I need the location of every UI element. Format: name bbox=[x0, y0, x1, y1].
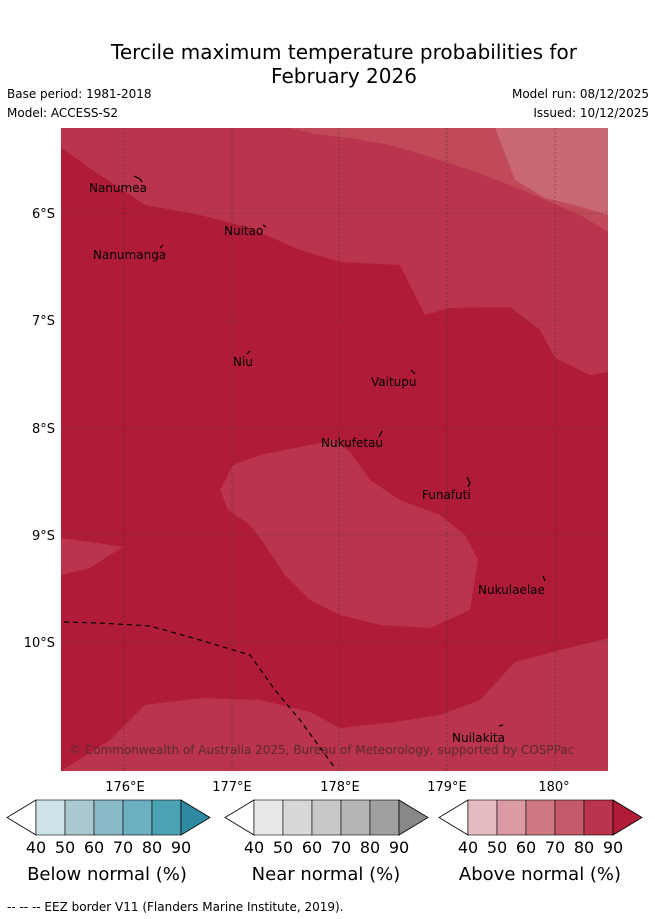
colorbar-near-tick: 40 bbox=[244, 838, 264, 857]
shade-70-80-central bbox=[220, 440, 478, 628]
island-nukufetau bbox=[378, 430, 383, 438]
colorbar-below-segment bbox=[35, 799, 66, 836]
colorbar-below-tick: 40 bbox=[26, 838, 46, 857]
colorbar-below-tick: 90 bbox=[171, 838, 191, 857]
place-niu: Niu bbox=[233, 355, 253, 369]
colorbar-label-above: Above normal (%) bbox=[458, 864, 622, 885]
island-outlines bbox=[133, 175, 546, 727]
colorbar-above-tick: 90 bbox=[603, 838, 623, 857]
colorbar-below-low-extend bbox=[6, 799, 37, 836]
lon-label-179e: 179°E bbox=[427, 780, 467, 795]
colorbar-near-tick: 60 bbox=[302, 838, 322, 857]
map-title-line1: Tercile maximum temperature probabilitie… bbox=[111, 40, 577, 64]
place-vaitupu: Vaitupu bbox=[371, 375, 417, 389]
colorbar-near-tick: 50 bbox=[273, 838, 293, 857]
model-name: Model: ACCESS-S2 bbox=[7, 106, 119, 120]
colorbar-near: 40 50 60 70 80 90 bbox=[224, 799, 429, 857]
longitude-labels: 176°E 177°E 178°E 179°E 180° bbox=[105, 780, 569, 795]
colorbar-near-segment bbox=[340, 799, 371, 836]
colorbar-near-tick: 70 bbox=[331, 838, 351, 857]
colorbar-above-segment bbox=[525, 799, 556, 836]
eez-border bbox=[63, 621, 336, 769]
colorbar-above-low-extend bbox=[438, 799, 469, 836]
map-title: Tercile maximum temperature probabilitie… bbox=[0, 40, 655, 88]
lon-label-178e: 178°E bbox=[320, 780, 360, 795]
colorbar-label-near: Near normal (%) bbox=[251, 864, 401, 885]
lon-label-176e: 176°E bbox=[105, 780, 145, 795]
place-nuitao: Nuitao bbox=[224, 224, 263, 238]
place-nukulaelae: Nukulaelae bbox=[478, 583, 545, 597]
colorbar-below: 40 50 60 70 80 90 bbox=[6, 799, 211, 857]
lat-label-6s: 6°S bbox=[32, 207, 55, 222]
colorbar-below-high-extend bbox=[180, 799, 211, 836]
colorbar-above-segment bbox=[467, 799, 498, 836]
colorbar-above-tick: 80 bbox=[574, 838, 594, 857]
place-nuilakita: Nuilakita bbox=[452, 731, 505, 745]
colorbar-above-tick: 40 bbox=[458, 838, 478, 857]
lat-label-10s: 10°S bbox=[24, 636, 55, 651]
colorbar-below-segment bbox=[122, 799, 153, 836]
latitude-labels: 6°S 7°S 8°S 9°S 10°S bbox=[24, 207, 55, 651]
colorbar-above: 40 50 60 70 80 90 bbox=[438, 799, 643, 857]
island-funafuti bbox=[466, 476, 471, 488]
colorbar-below-segment bbox=[64, 799, 95, 836]
lon-label-177e: 177°E bbox=[212, 780, 252, 795]
place-nanumea: Nanumea bbox=[89, 181, 147, 195]
shade-70-80-south bbox=[61, 638, 608, 771]
place-labels: Nanumea Nuitao Nanumanga Niu Vaitupu Nuk… bbox=[89, 181, 545, 745]
colorbar-below-segment bbox=[151, 799, 182, 836]
colorbar-near-tick: 90 bbox=[389, 838, 409, 857]
base-period: Base period: 1981-2018 bbox=[7, 87, 152, 101]
lat-label-7s: 7°S bbox=[32, 314, 55, 329]
island-niu bbox=[246, 350, 251, 355]
colorbars: 40 50 60 70 80 90 40 50 60 70 80 90 40 50 60 70 80 90 bbox=[6, 799, 643, 857]
colorbar-below-segment bbox=[93, 799, 124, 836]
colorbar-above-tick: 60 bbox=[516, 838, 536, 857]
colorbar-below-tick: 70 bbox=[113, 838, 133, 857]
colorbar-label-below: Below normal (%) bbox=[27, 864, 187, 885]
probability-shading bbox=[61, 128, 608, 771]
place-nukufetau: Nukufetau bbox=[321, 436, 383, 450]
colorbar-above-segment bbox=[496, 799, 527, 836]
lon-label-180: 180° bbox=[538, 780, 569, 795]
colorbar-near-high-extend bbox=[398, 799, 429, 836]
island-nuitao bbox=[262, 224, 267, 228]
colorbar-near-segment bbox=[369, 799, 400, 836]
colorbar-near-segment bbox=[311, 799, 342, 836]
colorbar-below-tick: 80 bbox=[142, 838, 162, 857]
colorbar-near-low-extend bbox=[224, 799, 255, 836]
graticule bbox=[61, 128, 608, 771]
island-vaitupu bbox=[410, 369, 416, 375]
place-nanumanga: Nanumanga bbox=[93, 248, 166, 262]
colorbar-below-tick: 60 bbox=[84, 838, 104, 857]
map-title-line2: February 2026 bbox=[271, 64, 417, 88]
eez-footnote: -- -- -- EEZ border V11 (Flanders Marine… bbox=[7, 900, 344, 914]
colorbar-below-tick: 50 bbox=[55, 838, 75, 857]
shade-50-60 bbox=[495, 128, 608, 215]
colorbar-above-tick: 70 bbox=[545, 838, 565, 857]
colorbar-above-tick: 50 bbox=[487, 838, 507, 857]
colorbar-near-segment bbox=[282, 799, 313, 836]
island-nukulaelae bbox=[542, 575, 546, 582]
colorbar-above-segment bbox=[554, 799, 585, 836]
island-nanumanga bbox=[159, 244, 164, 249]
shade-70-80-west bbox=[61, 538, 123, 575]
lat-label-8s: 8°S bbox=[32, 422, 55, 437]
copyright-notice: © Commonwealth of Australia 2025, Bureau… bbox=[69, 743, 574, 757]
island-nanumea bbox=[133, 175, 143, 183]
shade-70-80-north bbox=[61, 128, 608, 375]
colorbar-near-tick: 80 bbox=[360, 838, 380, 857]
colorbar-near-segment bbox=[253, 799, 284, 836]
colorbar-above-high-extend bbox=[612, 799, 643, 836]
colorbar-above-segment bbox=[583, 799, 614, 836]
model-run: Model run: 08/12/2025 bbox=[511, 87, 649, 101]
lat-label-9s: 9°S bbox=[32, 529, 55, 544]
island-nuilakita bbox=[498, 724, 504, 727]
place-funafuti: Funafuti bbox=[422, 488, 471, 502]
issued-date: Issued: 10/12/2025 bbox=[533, 106, 649, 120]
